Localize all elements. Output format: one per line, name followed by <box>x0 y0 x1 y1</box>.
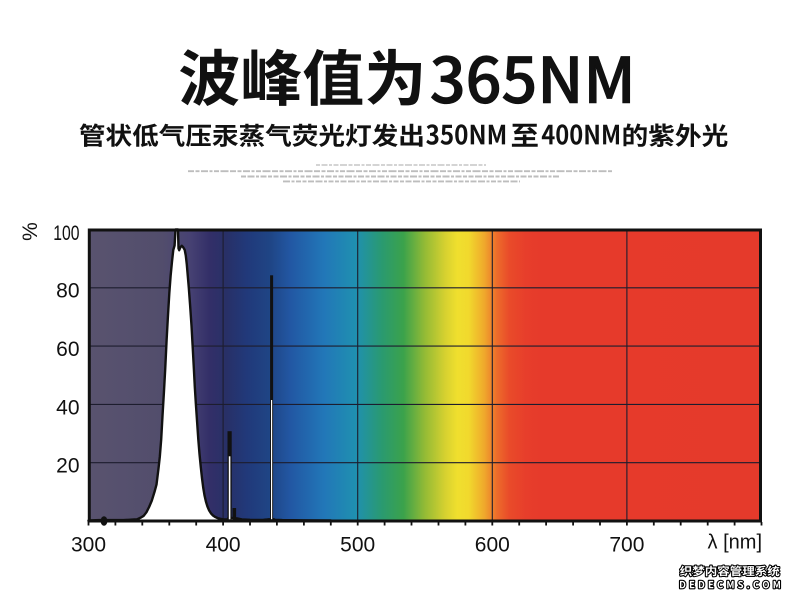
svg-text:600: 600 <box>475 533 510 556</box>
svg-text:80: 80 <box>56 280 79 303</box>
svg-text:20: 20 <box>56 455 79 478</box>
svg-text:700: 700 <box>609 533 644 556</box>
svg-text:40: 40 <box>56 396 79 419</box>
svg-text:300: 300 <box>71 533 106 556</box>
svg-text:400: 400 <box>206 533 241 556</box>
svg-text:100: 100 <box>53 222 79 245</box>
svg-text:500: 500 <box>340 533 375 556</box>
svg-text:λ [nm]: λ [nm] <box>708 532 762 554</box>
svg-text:%: % <box>19 222 42 241</box>
svg-text:60: 60 <box>56 338 79 361</box>
